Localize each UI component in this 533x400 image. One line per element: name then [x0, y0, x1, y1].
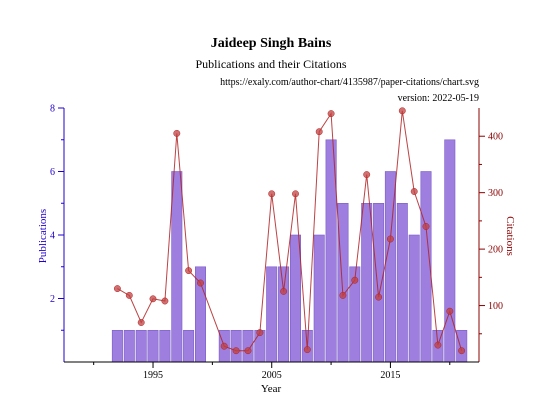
x-axis-label: Year [261, 383, 282, 395]
publication-bar [266, 266, 278, 363]
publication-bar [278, 266, 290, 363]
citation-point [446, 307, 454, 315]
publication-bar [456, 329, 468, 363]
right-tick-label: 400 [488, 132, 503, 143]
citation-point [173, 129, 181, 137]
publication-bar [159, 329, 171, 363]
chart-version: version: 2022-05-19 [398, 93, 479, 104]
right-tick-label: 200 [488, 245, 503, 256]
left-tick-label: 4 [50, 231, 55, 242]
publication-bar [183, 329, 195, 363]
publication-bar [289, 234, 301, 363]
citation-point [244, 347, 252, 355]
publication-bar [111, 329, 123, 363]
citation-point [434, 341, 442, 349]
publication-bar [135, 329, 147, 363]
right-tick-label: 100 [488, 301, 503, 312]
citation-point [303, 346, 311, 354]
left-tick-label: 2 [50, 294, 55, 305]
citation-point [113, 285, 121, 293]
x-tick-label: 2015 [380, 370, 400, 381]
citation-point [422, 223, 430, 230]
citation-point [458, 347, 466, 355]
citation-point [315, 128, 323, 136]
publication-bar [373, 203, 385, 363]
citation-point [185, 267, 193, 275]
x-tick-label: 2005 [262, 370, 282, 381]
left-axis-label: Publications [37, 209, 49, 263]
publication-bar [147, 329, 159, 363]
citation-point [268, 190, 276, 198]
publication-bar [123, 329, 135, 363]
citation-point [386, 235, 394, 243]
citation-point [292, 190, 299, 198]
chart-title: Jaideep Singh Bains [211, 36, 332, 51]
publication-bar [230, 329, 242, 363]
citation-point [161, 297, 169, 305]
publication-bar [444, 139, 456, 363]
publication-bar [313, 234, 325, 363]
citation-point [280, 287, 288, 295]
publication-bar [361, 203, 373, 363]
citation-point [339, 291, 347, 299]
citations-line [113, 107, 466, 355]
chart-axes: 2 4 6 8 100 200 300 400 1995 2005 2015 [50, 104, 503, 382]
publication-bar [408, 234, 420, 363]
citation-point [232, 347, 240, 355]
citation-point [256, 329, 264, 337]
citation-point [220, 342, 228, 350]
right-tick-label: 300 [488, 188, 503, 199]
citation-point [398, 107, 406, 115]
publication-bar [337, 203, 349, 363]
chart-source-url: https://exaly.com/author-chart/4135987/p… [220, 77, 479, 88]
x-tick-label: 1995 [143, 370, 163, 381]
left-tick-label: 8 [50, 104, 55, 115]
publication-bar [396, 203, 408, 363]
citation-point [125, 291, 133, 299]
right-axis-label: Citations [504, 216, 516, 256]
citation-point [137, 319, 145, 326]
publication-bar [242, 329, 254, 363]
citation-point [363, 171, 371, 179]
publication-bar [171, 171, 183, 363]
citation-point [375, 293, 383, 301]
citation-point [410, 188, 418, 195]
publication-bars [111, 139, 468, 363]
citation-point [197, 279, 204, 287]
citation-point [149, 295, 157, 303]
citation-point [351, 276, 359, 284]
left-tick-label: 6 [50, 167, 55, 178]
citation-point [327, 110, 335, 118]
chart-subtitle: Publications and their Citations [196, 57, 347, 71]
